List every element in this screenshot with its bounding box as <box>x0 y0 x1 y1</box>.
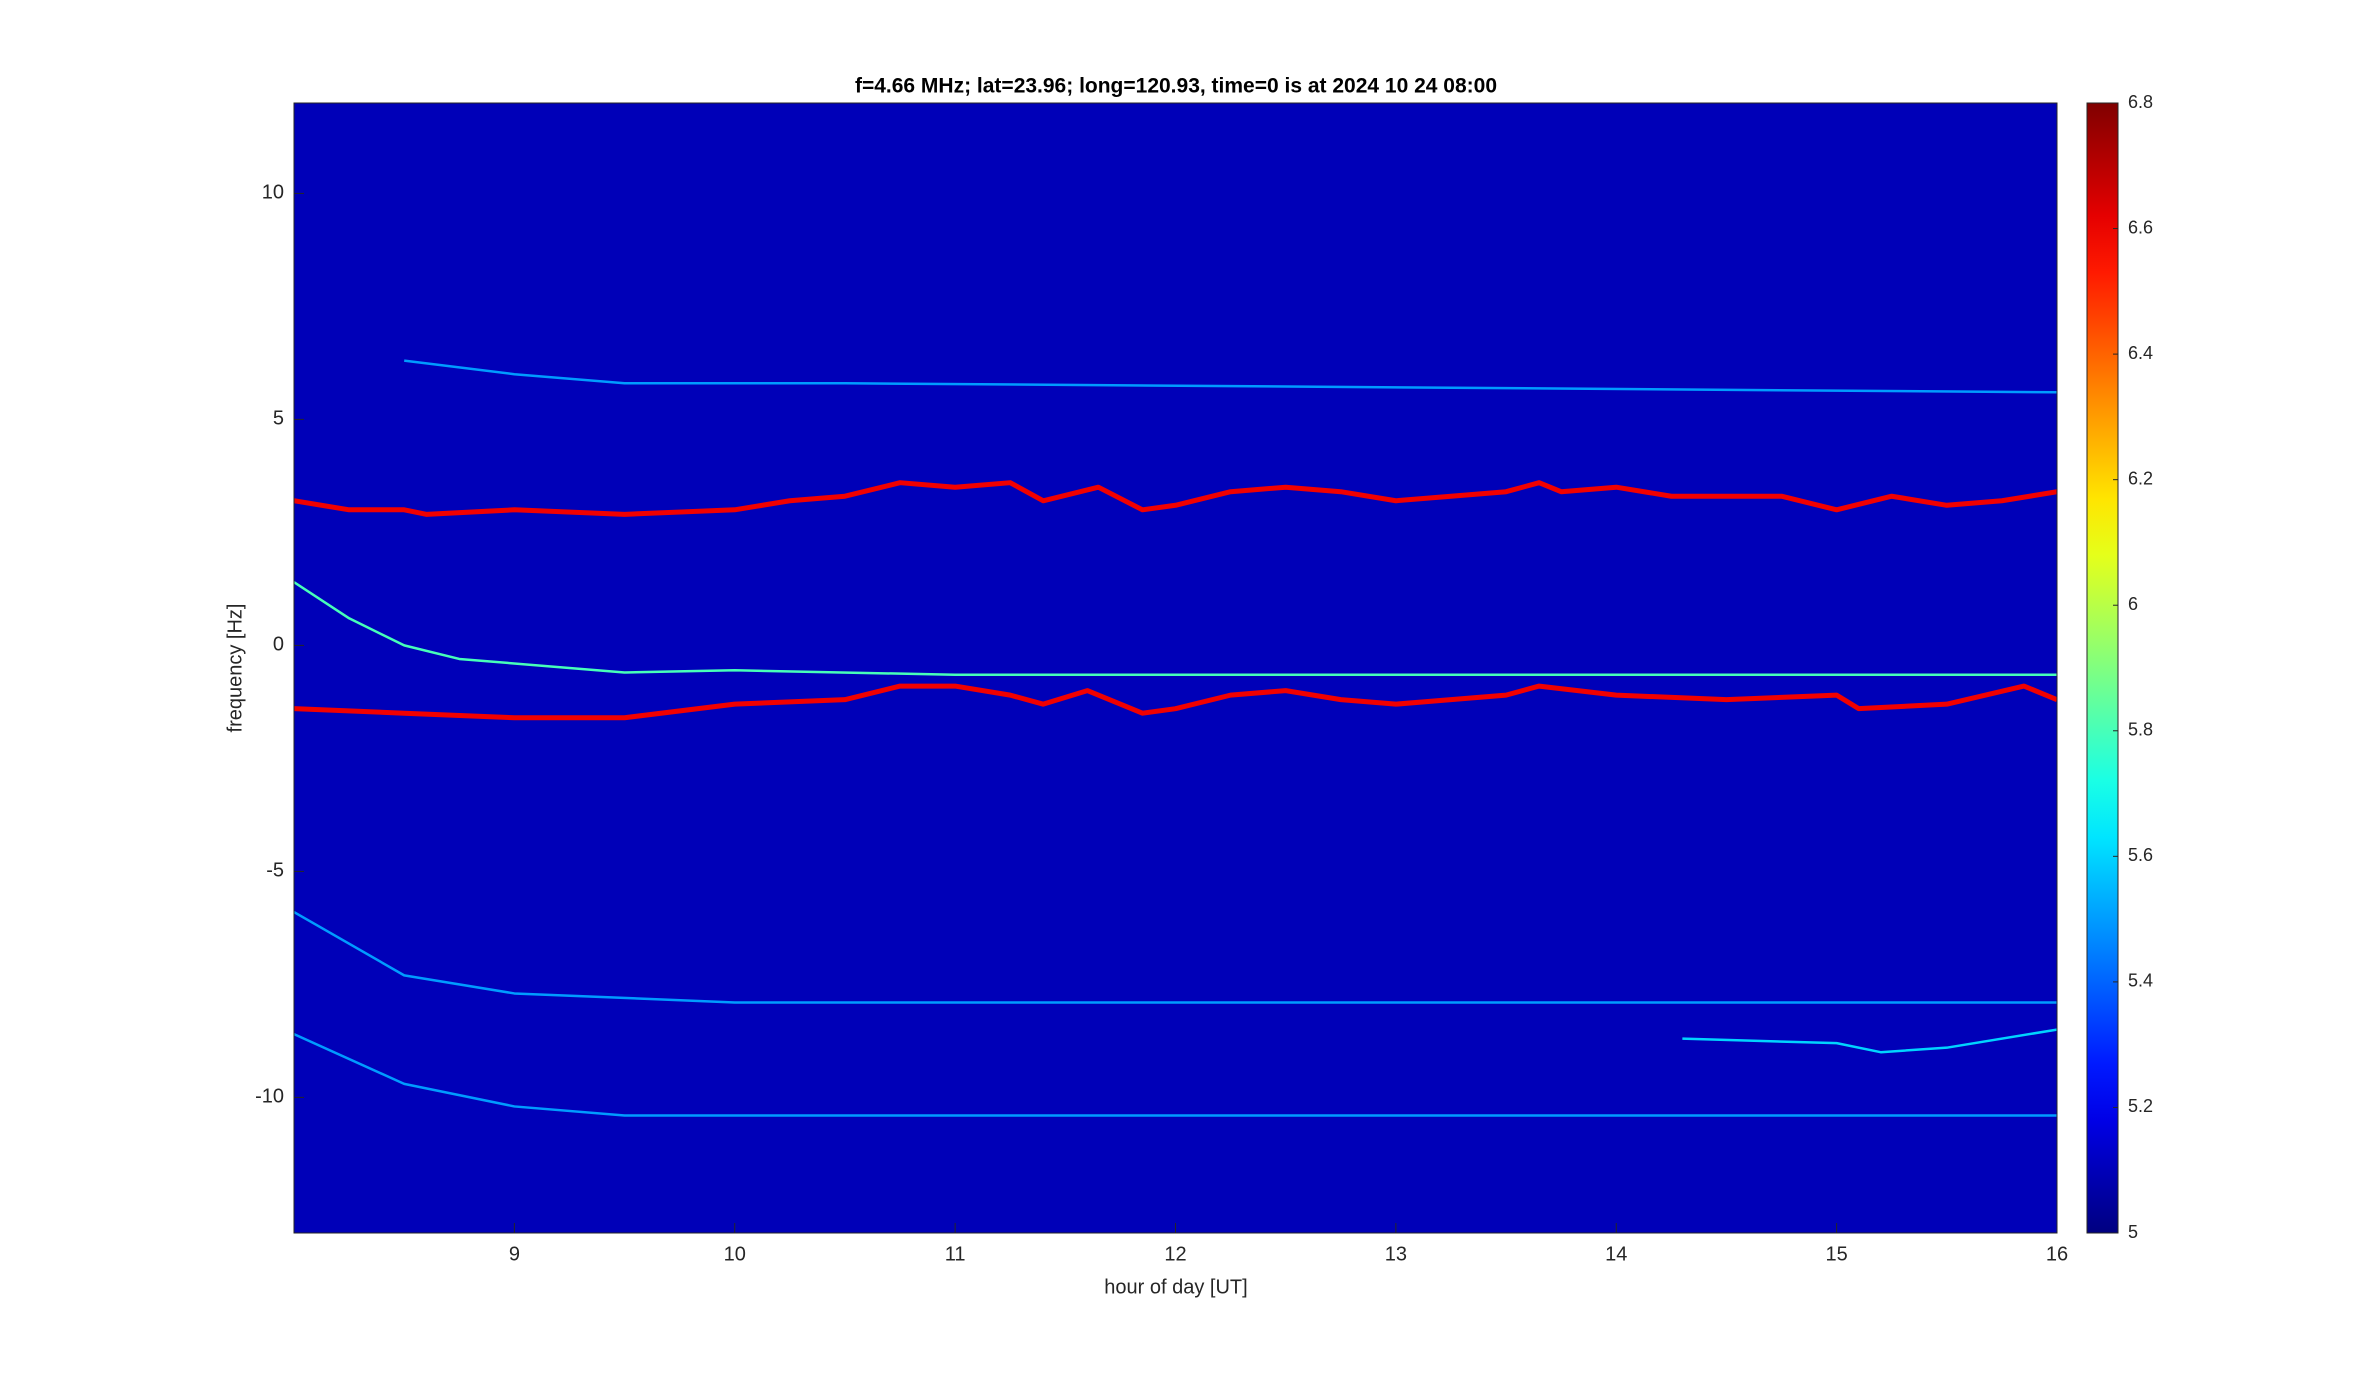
colorbar-tick-label: 6.6 <box>2128 217 2153 237</box>
y-tick-label: -5 <box>266 860 284 882</box>
signal-trace <box>1682 1028 2057 1054</box>
signal-trace <box>294 480 2057 517</box>
colorbar-tick-label: 6 <box>2128 594 2138 614</box>
signal-trace <box>294 910 2057 1004</box>
x-tick-label: 13 <box>1385 1243 1407 1265</box>
colorbar-tick-label: 6.2 <box>2128 468 2153 488</box>
x-tick-label: 9 <box>509 1243 520 1265</box>
colorbar-tick-label: 5.4 <box>2128 971 2153 991</box>
colorbar-tick-label: 5.6 <box>2128 845 2153 865</box>
signal-trace <box>294 683 2057 721</box>
x-tick-label: 10 <box>724 1243 746 1265</box>
x-tick-label: 12 <box>1164 1243 1186 1265</box>
x-tick-label: 16 <box>2046 1243 2068 1265</box>
colorbar-tick-label: 5.8 <box>2128 720 2153 740</box>
y-axis-label: frequency [Hz] <box>224 604 246 733</box>
colorbar-tick-label: 6.8 <box>2128 92 2153 112</box>
signal-trace <box>294 581 2057 677</box>
signal-trace <box>404 359 2057 394</box>
colorbar-tick-label: 6.4 <box>2128 343 2153 363</box>
colorbar-tick-label: 5.2 <box>2128 1096 2153 1116</box>
x-axis-label: hour of day [UT] <box>1104 1276 1247 1298</box>
colorbar <box>2086 102 2119 1234</box>
x-tick-label: 15 <box>1826 1243 1848 1265</box>
y-tick-label: 10 <box>262 182 284 204</box>
y-tick-label: -10 <box>255 1086 284 1108</box>
chart-title: f=4.66 MHz; lat=23.96; long=120.93, time… <box>855 75 1497 98</box>
spectrogram-background <box>294 103 2057 1233</box>
colorbar-tick-label: 5 <box>2128 1222 2138 1242</box>
x-tick-label: 14 <box>1605 1243 1627 1265</box>
y-tick-label: 5 <box>273 408 284 430</box>
x-tick-label: 11 <box>945 1243 966 1265</box>
signal-trace <box>294 1032 2057 1117</box>
y-tick-label: 0 <box>273 634 284 656</box>
